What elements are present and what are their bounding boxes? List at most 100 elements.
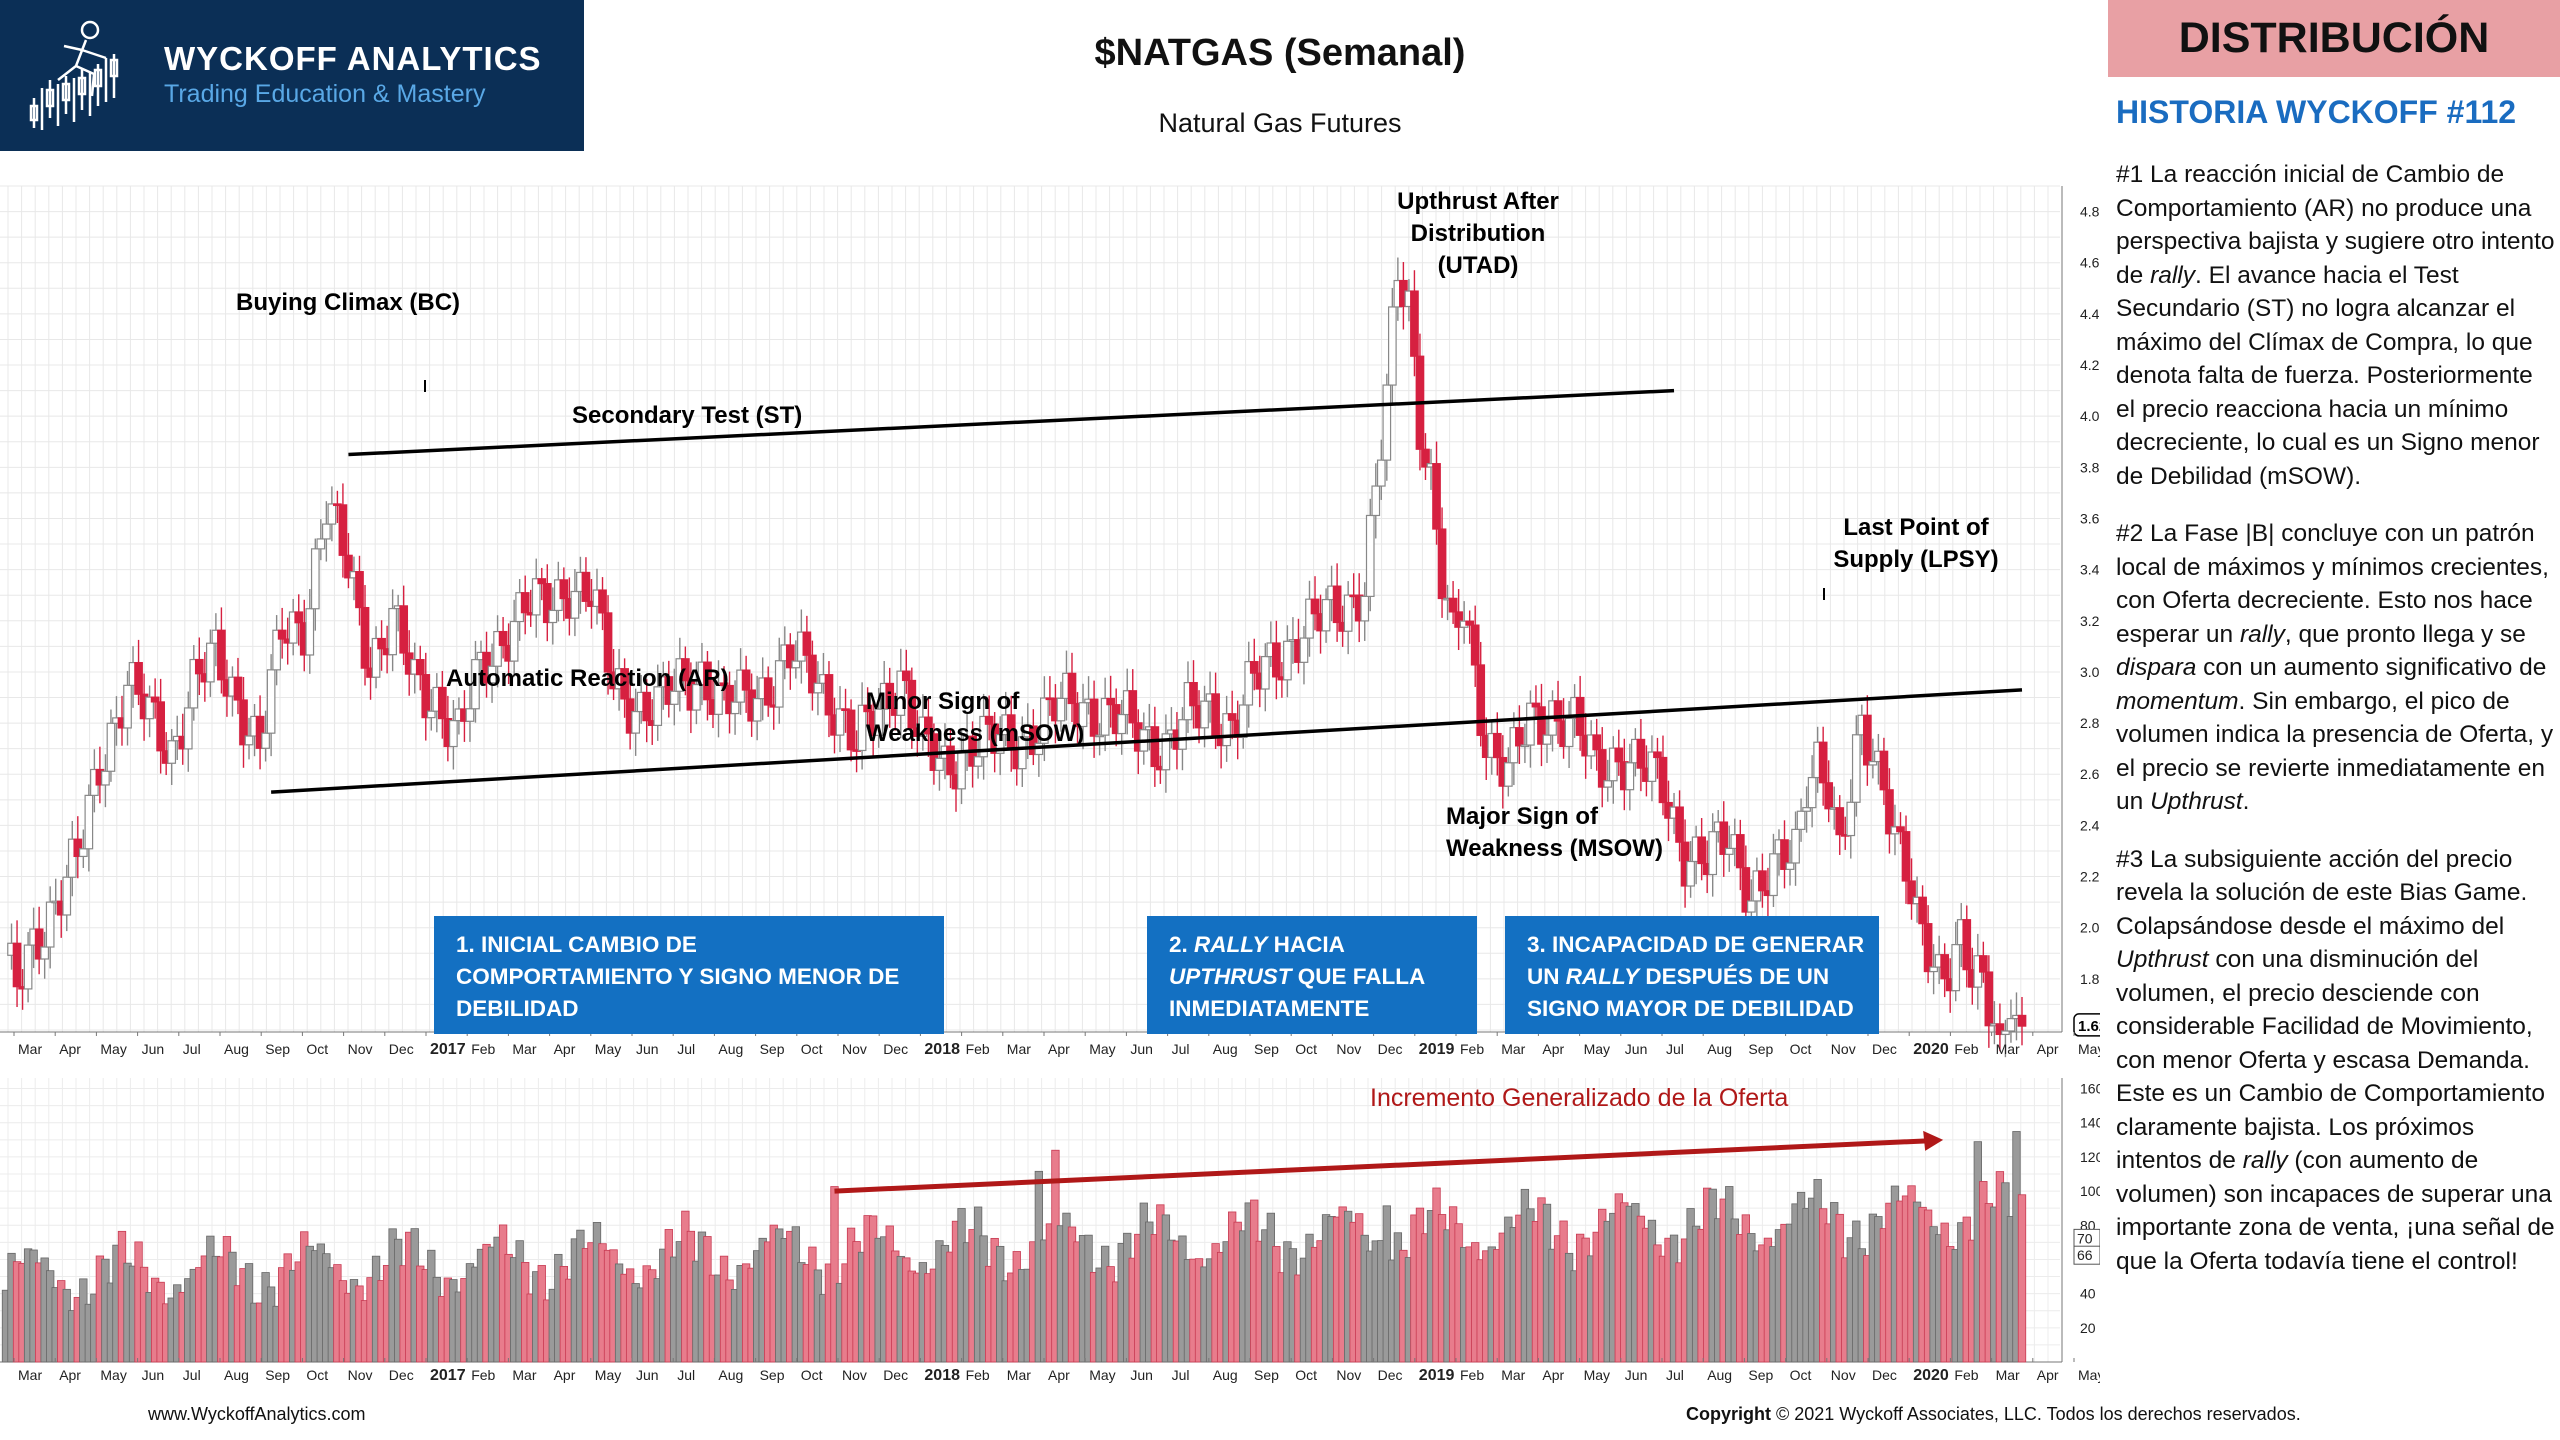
candle-body xyxy=(12,942,22,988)
phase-box-2-line-1: 2. RALLY HACIA xyxy=(1169,932,1345,957)
price-tick-label: 4.6 xyxy=(2080,255,2100,271)
candle-body xyxy=(1421,448,1430,468)
candle-body xyxy=(310,548,320,610)
month-tick-label: 2018 xyxy=(924,1367,960,1384)
month-tick-label: Dec xyxy=(1378,1041,1403,1057)
candle-body xyxy=(239,699,248,746)
month-tick-label: Mar xyxy=(18,1041,42,1057)
month-tick-label: Apr xyxy=(1048,1367,1070,1383)
candle-body xyxy=(493,630,502,667)
candle-body xyxy=(123,684,132,729)
candle-body xyxy=(752,698,762,722)
candle-body xyxy=(1492,732,1502,759)
candle-body xyxy=(973,756,983,767)
candle-body xyxy=(217,629,226,681)
candle-body xyxy=(1608,747,1618,782)
price-tick-label: 4.2 xyxy=(2080,357,2100,373)
candle-body xyxy=(885,682,895,709)
candle-body xyxy=(857,704,867,752)
candle-body xyxy=(714,682,723,715)
candle-body xyxy=(570,590,580,619)
candle-body xyxy=(1785,862,1795,870)
month-tick-label: Sep xyxy=(265,1367,290,1383)
candle-body xyxy=(835,708,845,736)
month-tick-label: Jun xyxy=(636,1367,659,1383)
candle-body xyxy=(471,658,480,710)
candle-body xyxy=(167,740,177,764)
candle-body xyxy=(272,629,281,671)
month-tick-label: Apr xyxy=(554,1041,576,1057)
candle-body xyxy=(1454,611,1463,628)
annotation-minor-sow: Minor Sign of Weakness (mSOW) xyxy=(866,688,1084,747)
candle-body xyxy=(338,504,348,556)
price-tick-label: 2.2 xyxy=(2080,869,2100,885)
month-tick-label: Nov xyxy=(1831,1367,1856,1383)
candle-body xyxy=(399,605,409,654)
candle-body xyxy=(1564,717,1574,748)
candle-body xyxy=(1387,306,1397,386)
month-tick-label: Jul xyxy=(1666,1041,1684,1057)
phase-box-1 xyxy=(434,916,944,1034)
month-tick-label: Oct xyxy=(1790,1367,1812,1383)
phase-box-3-line-1: 3. INCAPACIDAD DE GENERAR xyxy=(1527,932,1864,957)
candle-body xyxy=(327,503,337,525)
candle-body xyxy=(874,708,884,736)
month-tick-label: Aug xyxy=(1707,1367,1732,1383)
candle-body xyxy=(1647,751,1657,782)
candle-body xyxy=(863,704,872,713)
candle-body xyxy=(498,630,508,647)
candle-body xyxy=(1962,919,1972,971)
brand-logo-banner: WYCKOFF ANALYTICS Trading Education & Ma… xyxy=(0,0,584,151)
candle-body xyxy=(1675,806,1684,843)
month-tick-label: Sep xyxy=(760,1041,785,1057)
candle-body xyxy=(1603,780,1613,788)
candle-body xyxy=(305,608,315,656)
annotation-major-sow: Major Sign of Weakness (MSOW) xyxy=(1446,803,1663,862)
candle-body xyxy=(1708,831,1718,876)
candle-body xyxy=(669,690,679,705)
candle-body xyxy=(101,770,110,786)
annotation-lpsy: Last Point of Supply (LPSY) xyxy=(1833,514,1998,573)
month-tick-label: Jun xyxy=(1625,1367,1648,1383)
candle-body xyxy=(957,750,966,790)
candle-body xyxy=(1227,713,1237,721)
candle-body xyxy=(1040,697,1049,744)
month-tick-label: Jul xyxy=(677,1367,695,1383)
candle-body xyxy=(421,674,431,719)
candle-body xyxy=(233,676,243,701)
candle-body xyxy=(244,735,254,746)
candle-body xyxy=(1343,594,1353,632)
candle-body xyxy=(1067,672,1077,705)
month-tick-label: Dec xyxy=(883,1367,908,1383)
candle-body xyxy=(1780,839,1789,870)
last-price-label: 1.62 xyxy=(2078,1018,2100,1035)
candle-body xyxy=(846,709,856,751)
month-tick-label: Jun xyxy=(1130,1367,1153,1383)
month-tick-label: Oct xyxy=(801,1367,823,1383)
month-tick-label: Sep xyxy=(1254,1041,1279,1057)
month-tick-label: Nov xyxy=(1336,1367,1361,1383)
chart-axes: 4.8 4.6 4.4 4.2 4.0 3.8 3.6 3.4 3.2 3.0 2.8 2.6 2.4 2… xyxy=(13,204,2100,1384)
candle-body xyxy=(808,654,817,694)
candle-body xyxy=(1078,702,1088,728)
month-tick-label: Mar xyxy=(1007,1367,1031,1383)
candle-body xyxy=(1896,826,1905,833)
footer-website[interactable]: www.WyckoffAnalytics.com xyxy=(148,1404,366,1424)
volume-tick-label: 140 xyxy=(2080,1115,2100,1131)
month-tick-label: May xyxy=(1089,1041,1115,1057)
candle-body xyxy=(1200,700,1209,729)
month-tick-label: Jun xyxy=(142,1041,165,1057)
price-tick-label: 2.8 xyxy=(2080,715,2100,731)
month-tick-label: Jun xyxy=(142,1367,165,1383)
candle-body xyxy=(802,631,812,656)
month-tick-label: Dec xyxy=(1378,1367,1403,1383)
candle-body xyxy=(692,683,701,711)
month-tick-label: Apr xyxy=(59,1041,81,1057)
candle-body xyxy=(1758,870,1767,892)
annotation-volume-trend: Incremento Generalizado de la Oferta xyxy=(1370,1084,1788,1112)
candle-body xyxy=(1100,697,1110,736)
month-tick-label: May xyxy=(1584,1367,1610,1383)
candle-body xyxy=(1150,726,1160,768)
last-price-box xyxy=(2073,1013,2100,1037)
candle-body xyxy=(1835,807,1845,836)
